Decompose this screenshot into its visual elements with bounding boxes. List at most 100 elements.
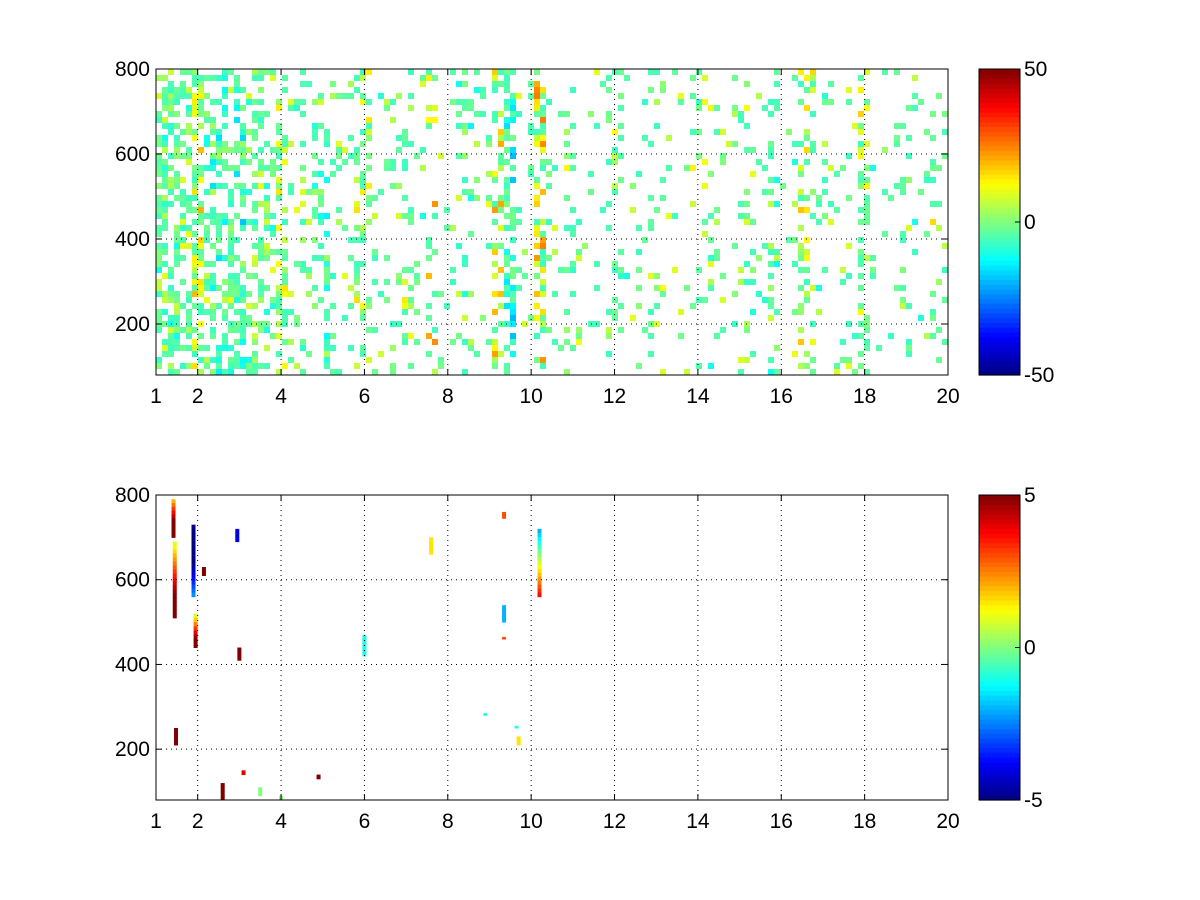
heatmap-cell xyxy=(696,267,702,273)
heatmap-cell xyxy=(858,303,864,309)
heatmap-cell xyxy=(222,309,228,315)
heatmap-cell xyxy=(191,572,196,578)
heatmap-cell xyxy=(240,267,246,273)
heatmap-cell xyxy=(828,219,834,225)
heatmap-cell xyxy=(900,303,906,309)
heatmap-cell xyxy=(324,279,330,285)
heatmap-cell xyxy=(750,267,756,273)
heatmap-cell xyxy=(172,605,177,611)
heatmap-cell xyxy=(534,273,540,279)
heatmap-cell xyxy=(504,183,510,189)
colorbar-segment xyxy=(979,116,1020,123)
colorbar-segment xyxy=(979,766,1020,773)
heatmap-cell xyxy=(618,135,624,141)
heatmap-cell xyxy=(654,273,660,279)
colorbar-segment xyxy=(979,269,1020,276)
heatmap-cell xyxy=(930,219,936,225)
heatmap-cell xyxy=(258,255,264,261)
heatmap-cell xyxy=(540,315,546,321)
heatmap-cell xyxy=(930,177,936,183)
heatmap-cell xyxy=(252,357,258,363)
heatmap-cell xyxy=(426,351,432,357)
colorbar-segment xyxy=(979,279,1020,285)
heatmap-cell xyxy=(240,339,246,345)
heatmap-cell xyxy=(258,159,264,165)
heatmap-cell xyxy=(191,568,196,574)
heatmap-cell xyxy=(414,309,420,315)
heatmap-cell xyxy=(204,141,210,147)
heatmap-cell xyxy=(336,369,342,375)
heatmap-cell xyxy=(408,207,414,213)
heatmap-cell xyxy=(246,363,252,369)
heatmap-cell xyxy=(198,81,204,87)
colorbar-segment xyxy=(979,255,1020,261)
heatmap-cell xyxy=(492,177,498,183)
heatmap-cell xyxy=(618,249,624,255)
heatmap-cell xyxy=(648,87,654,93)
heatmap-cell xyxy=(318,201,324,207)
heatmap-cell xyxy=(804,195,810,201)
heatmap-cell xyxy=(258,327,264,333)
heatmap-cell xyxy=(720,327,726,333)
heatmap-cell xyxy=(636,303,642,309)
heatmap-cell xyxy=(180,303,186,309)
heatmap-cell xyxy=(606,159,612,165)
heatmap-cell xyxy=(204,363,210,369)
heatmap-cell xyxy=(468,231,474,237)
heatmap-cell xyxy=(540,285,546,291)
heatmap-cell xyxy=(174,141,180,147)
colorbar-segment xyxy=(979,537,1020,544)
heatmap-cell xyxy=(240,159,246,165)
heatmap-cell xyxy=(516,267,522,273)
heatmap-cell xyxy=(234,351,240,357)
heatmap-cell xyxy=(534,87,540,93)
heatmap-cell xyxy=(168,363,174,369)
heatmap-cell xyxy=(858,75,864,81)
heatmap-cell xyxy=(858,87,864,93)
heatmap-cell xyxy=(204,117,210,123)
heatmap-cell xyxy=(588,171,594,177)
heatmap-cell xyxy=(276,189,282,195)
heatmap-cell xyxy=(570,87,576,93)
heatmap-cell xyxy=(210,315,216,321)
heatmap-cell xyxy=(228,357,234,363)
heatmap-cell xyxy=(630,315,636,321)
heatmap-cell xyxy=(234,363,240,369)
heatmap-cell xyxy=(162,261,168,267)
heatmap-cell xyxy=(156,207,162,213)
heatmap-cell xyxy=(858,123,864,129)
heatmap-cell xyxy=(252,261,258,267)
heatmap-cell xyxy=(798,225,804,231)
heatmap-cell xyxy=(456,291,462,297)
heatmap-cell xyxy=(228,165,234,171)
heatmap-cell xyxy=(180,243,186,249)
heatmap-cell xyxy=(750,147,756,153)
heatmap-cell xyxy=(498,141,504,147)
heatmap-cell xyxy=(237,647,242,653)
heatmap-cell xyxy=(282,255,288,261)
heatmap-cell xyxy=(870,165,876,171)
heatmap-cell xyxy=(510,105,516,111)
heatmap-cell xyxy=(282,147,288,153)
heatmap-cell xyxy=(390,165,396,171)
heatmap-cell xyxy=(186,291,192,297)
colorbar-segment xyxy=(979,217,1020,223)
heatmap-cell xyxy=(156,249,162,255)
heatmap-cell xyxy=(198,219,204,225)
heatmap-cell xyxy=(246,129,252,135)
heatmap-cell xyxy=(408,219,414,225)
heatmap-cell xyxy=(942,339,948,345)
heatmap-cell xyxy=(504,129,510,135)
heatmap-cell xyxy=(252,117,258,123)
heatmap-cell xyxy=(498,69,504,75)
heatmap-cell xyxy=(486,171,492,177)
heatmap-cell xyxy=(768,249,774,255)
heatmap-cell xyxy=(342,315,348,321)
heatmap-cell xyxy=(171,510,176,515)
heatmap-cell xyxy=(636,249,642,255)
colorbar-segment xyxy=(979,637,1020,644)
heatmap-cell xyxy=(594,69,600,75)
heatmap-cell xyxy=(276,195,282,201)
heatmap-cell xyxy=(498,243,504,249)
heatmap-cell xyxy=(444,225,450,231)
